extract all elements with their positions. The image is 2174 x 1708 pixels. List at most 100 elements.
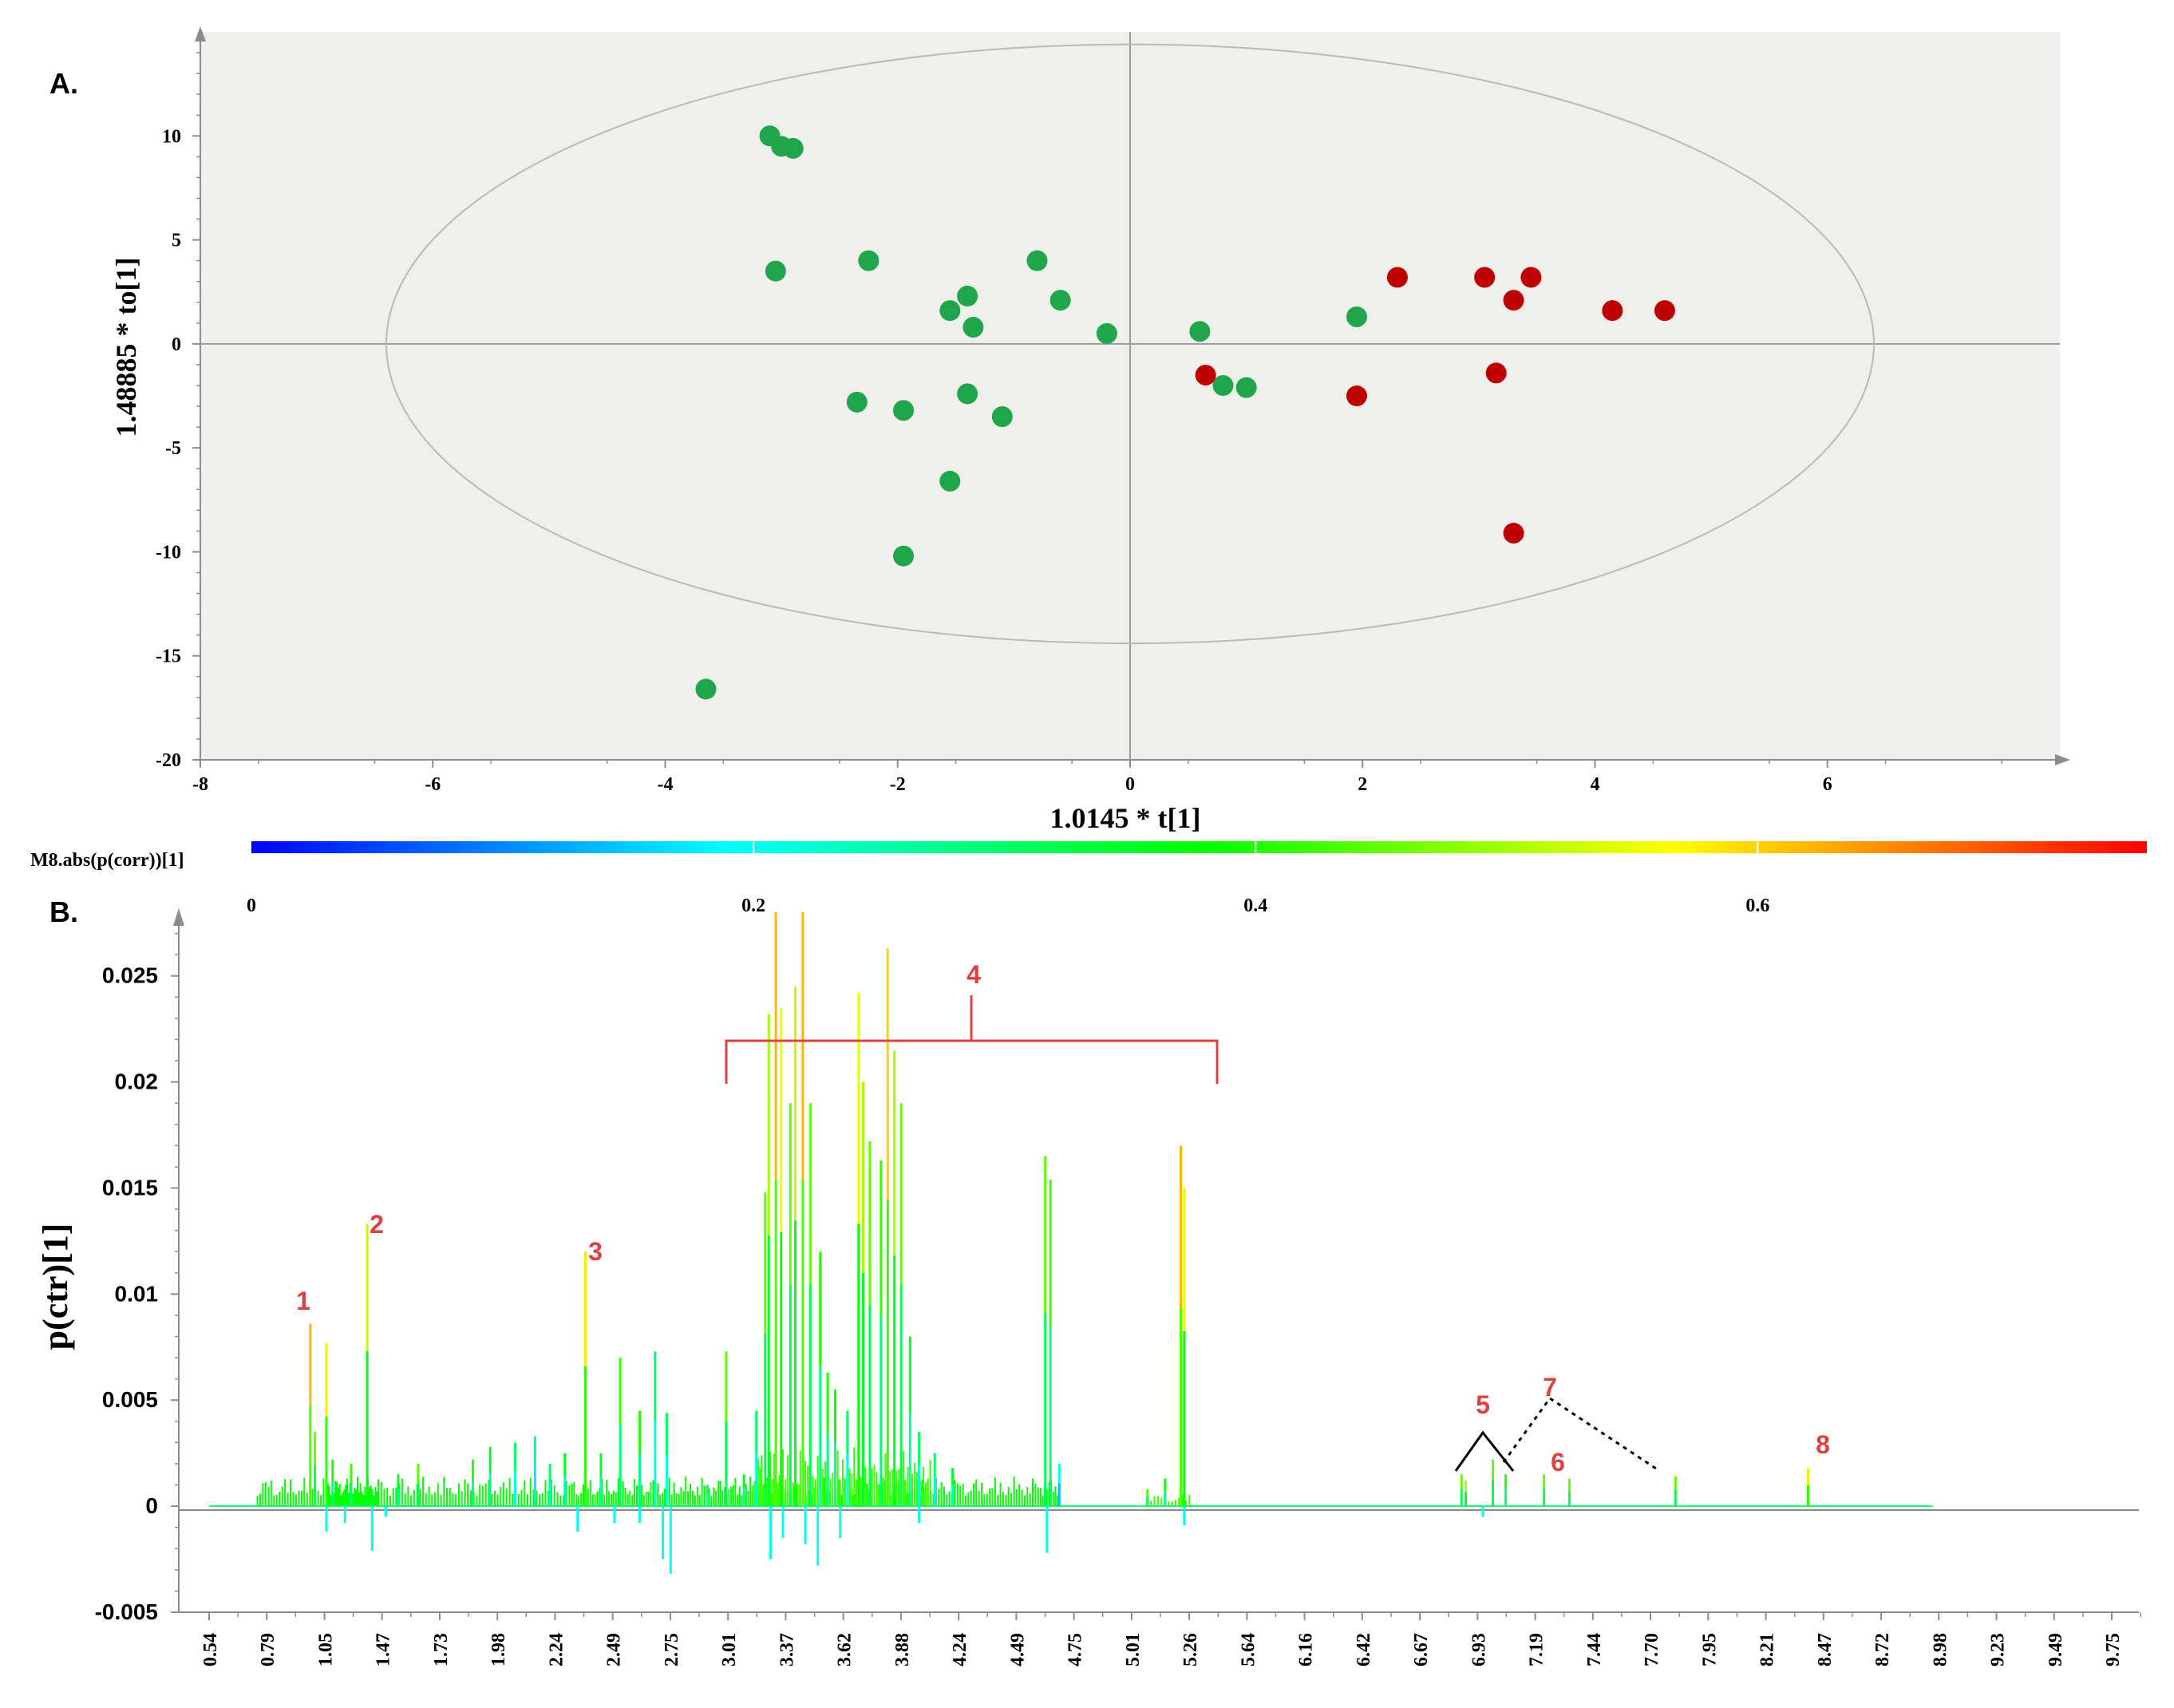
loading-plot-x-ticks: 0.54 0.79 1.05 1.47 1.73 1.98 2.24 2.49 2.75 3.01… [200, 1612, 2141, 1666]
loading-x-tick-label: 8.98 [1930, 1633, 1951, 1666]
annotation-lines-7 [1502, 1396, 1657, 1470]
score-y-tick-label: 5 [172, 231, 181, 251]
score-x-tick-label: -8 [192, 774, 208, 795]
score-point-green [893, 400, 915, 421]
y-axis-arrow-icon [195, 26, 206, 42]
loading-x-tick-label: 7.95 [1699, 1633, 1720, 1666]
score-y-tick-label: -5 [165, 438, 181, 459]
loading-x-tick-label: 4.49 [1007, 1633, 1028, 1666]
score-point-red [1485, 362, 1507, 384]
score-plot-y-ticks: 10 5 0 -5 -10 -15 -20 [156, 52, 200, 771]
colorbar-gradient [251, 841, 2147, 853]
annotation-label-8: 8 [1816, 1430, 1830, 1459]
score-point-green [957, 285, 978, 306]
loading-x-tick-label: 9.49 [2046, 1633, 2066, 1666]
loading-x-tick-label: 8.72 [1872, 1633, 1893, 1666]
loading-x-tick-label: 8.21 [1757, 1633, 1778, 1666]
score-y-tick-label: 10 [162, 126, 181, 147]
loading-x-tick-label: 2.75 [662, 1633, 682, 1666]
score-point-green [1189, 321, 1211, 342]
loading-y-tick-label: -0.005 [95, 1599, 158, 1624]
annotation-lines-5 [1454, 1430, 1515, 1472]
annotation-label-6: 6 [1551, 1448, 1565, 1477]
loading-x-tick-label: 7.19 [1527, 1633, 1547, 1666]
loading-spectrum-peaks [309, 912, 1809, 1507]
loading-x-tick-label: 3.37 [777, 1633, 797, 1666]
loading-x-tick-label: 1.98 [488, 1633, 509, 1666]
loading-y-tick-label: 0.005 [102, 1387, 158, 1412]
score-plot-x-title: 1.0145 * t[1] [1050, 802, 1201, 834]
score-y-tick-label: -20 [156, 750, 181, 771]
loading-y-tick-label: 0.01 [115, 1281, 159, 1306]
score-point-red [1503, 522, 1524, 544]
loading-x-tick-label: 6.42 [1354, 1633, 1374, 1666]
loading-x-tick-label: 8.47 [1815, 1633, 1836, 1666]
score-point-green [1212, 374, 1234, 396]
score-point-green [962, 317, 984, 338]
score-x-tick-label: 6 [1823, 774, 1832, 795]
score-point-green [846, 391, 868, 413]
score-point-green [957, 383, 978, 405]
score-point-red [1654, 300, 1675, 322]
annotation-label-3: 3 [588, 1237, 603, 1266]
score-plot-gridlines [200, 32, 2060, 760]
colorbar-ticks: 0 0.2 0.4 0.6 [247, 841, 1769, 916]
score-point-green [858, 250, 879, 271]
loading-spectrum-negative-peaks [325, 1506, 1484, 1575]
colorbar-tick-label: 0.4 [1243, 896, 1267, 916]
loading-y-tick-label: 0.025 [102, 963, 158, 988]
score-point-green [782, 137, 804, 159]
panel-a-label: A. [49, 67, 78, 100]
annotation-bracket-4 [725, 995, 1219, 1084]
loading-x-tick-label: 6.67 [1411, 1633, 1432, 1666]
loading-x-tick-label: 0.79 [258, 1633, 279, 1666]
loading-plot-y-ticks: 0.025 0.02 0.015 0.01 0.005 0 -0.005 [95, 932, 179, 1624]
colorbar-tick-label: 0 [247, 896, 256, 916]
loading-y-axis-arrow-icon [173, 908, 184, 926]
loading-x-tick-label: 3.88 [892, 1633, 913, 1666]
loading-y-tick-label: 0.02 [115, 1069, 159, 1094]
score-point-green [765, 260, 786, 282]
score-plot-y-title: 1.48885 * to[1] [110, 258, 142, 437]
loading-x-tick-label: 9.75 [2103, 1633, 2124, 1666]
loading-x-tick-label: 7.70 [1642, 1633, 1662, 1666]
score-point-red [1602, 300, 1623, 322]
score-y-tick-label: -10 [156, 542, 181, 563]
score-point-green [1346, 306, 1367, 327]
loading-spectrum-baseline [209, 1447, 1933, 1508]
loading-x-tick-label: 7.44 [1584, 1633, 1605, 1666]
colorbar-tick-label: 0.2 [741, 896, 765, 916]
loading-x-tick-label: 5.64 [1238, 1633, 1259, 1666]
annotation-label-2: 2 [370, 1210, 384, 1239]
loading-y-tick-label: 0 [145, 1493, 158, 1518]
colorbar: M8.abs(p(corr))[1] 0 0.2 0.4 0.6 [30, 841, 2147, 916]
annotation-label-5: 5 [1476, 1390, 1490, 1419]
loading-x-tick-label: 1.73 [431, 1633, 452, 1666]
loading-x-tick-label: 1.05 [315, 1633, 336, 1666]
loading-x-tick-label: 6.93 [1468, 1633, 1489, 1666]
loading-x-tick-label: 4.75 [1065, 1633, 1086, 1666]
colorbar-tick-label: 0.6 [1745, 896, 1769, 916]
loading-x-tick-label: 3.62 [835, 1633, 856, 1666]
score-point-green [1096, 322, 1117, 344]
score-x-tick-label: 2 [1358, 774, 1367, 795]
score-x-tick-label: -4 [658, 774, 674, 795]
score-point-green [1049, 290, 1071, 311]
score-x-tick-label: 4 [1591, 774, 1600, 795]
annotation-label-7: 7 [1543, 1373, 1557, 1402]
loading-x-tick-label: 0.54 [200, 1633, 221, 1666]
loading-x-tick-label: 4.24 [950, 1633, 970, 1666]
score-y-tick-label: 0 [172, 334, 181, 355]
score-point-red [1520, 267, 1542, 288]
score-point-green [939, 300, 961, 322]
score-x-tick-label: 0 [1125, 774, 1135, 795]
panel-b-label: B. [49, 896, 78, 928]
score-point-green [1235, 377, 1257, 398]
score-plot-x-ticks: -8 -6 -4 -2 0 2 4 6 [192, 760, 2002, 795]
score-x-tick-label: -6 [425, 774, 441, 795]
x-axis-arrow-icon [2055, 754, 2070, 765]
score-point-red [1474, 267, 1496, 288]
